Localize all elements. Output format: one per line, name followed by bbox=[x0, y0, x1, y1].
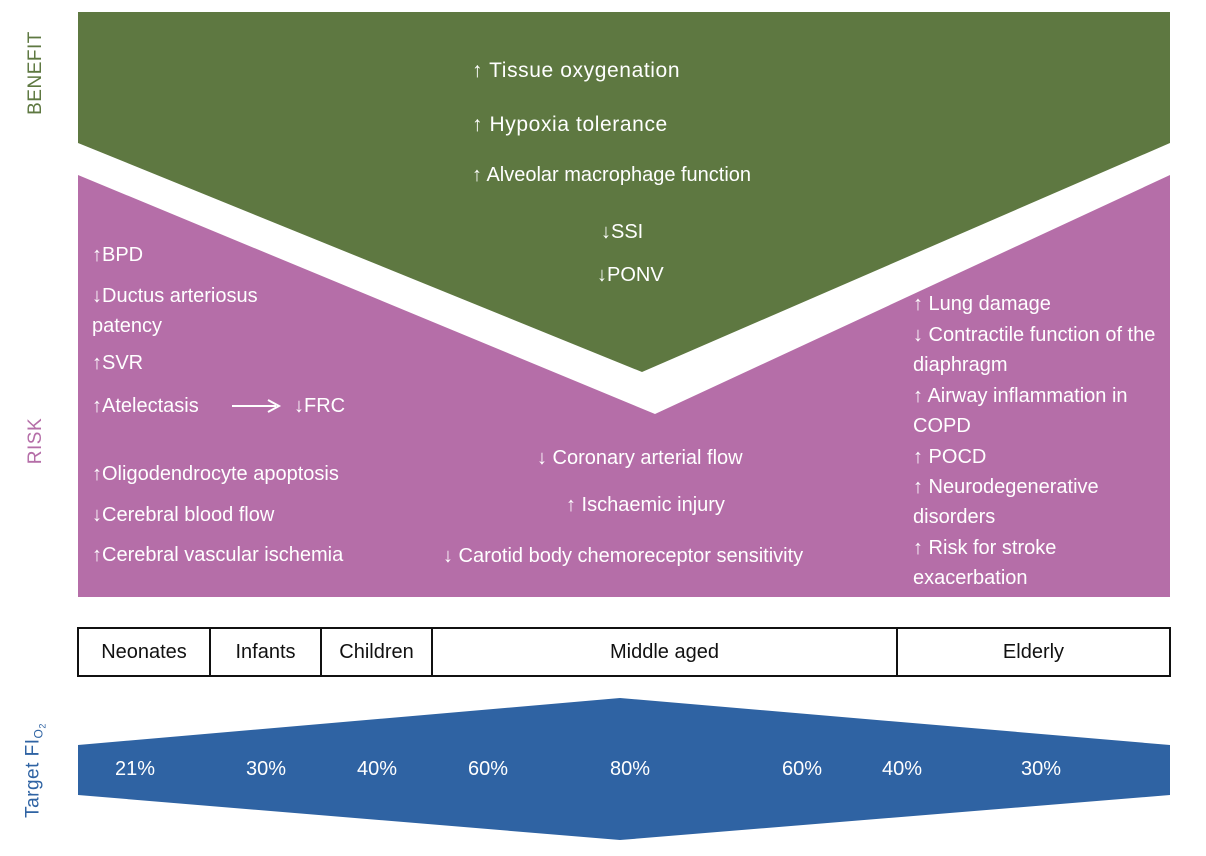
benefit-item-ponv: ↓PONV bbox=[597, 264, 664, 286]
risk-right-lung-damage: ↑ Lung damage bbox=[913, 293, 1051, 315]
risk-left-svr: ↑SVR bbox=[92, 352, 144, 374]
fio2-middle-aged-peak: 80% bbox=[610, 758, 651, 780]
benefit-item-hypoxia-tolerance: ↑ Hypoxia tolerance bbox=[472, 113, 668, 136]
age-group-neonates: Neonates bbox=[101, 640, 187, 663]
atelectasis-arrow-head bbox=[267, 399, 282, 413]
risk-left-cerebral-ischemia: ↑Cerebral vascular ischemia bbox=[92, 544, 344, 566]
risk-left-frc: ↓FRC bbox=[294, 395, 346, 417]
target-fio2-axis-label: Target FIO2 bbox=[23, 696, 48, 846]
risk-center-coronary-flow: ↓ Coronary arterial flow bbox=[537, 447, 743, 469]
risk-right-diaphragm: ↓ Contractile function of the diaphragm bbox=[913, 324, 1156, 376]
benefit-region bbox=[78, 12, 1170, 372]
fio2-infants: 30% bbox=[246, 758, 287, 780]
fio2-elderly-late: 30% bbox=[1021, 758, 1062, 780]
age-group-middle-aged: Middle aged bbox=[610, 640, 719, 663]
target-fio2-label-subscript: O2 bbox=[31, 723, 48, 739]
risk-right-airway: ↑ Airway inflammation in COPD bbox=[913, 385, 1128, 437]
fio2-children: 40% bbox=[357, 758, 398, 780]
risk-left-cerebral-blood-flow: ↓Cerebral blood flow bbox=[92, 504, 275, 526]
risk-left-oligodendrocyte: ↑Oligodendrocyte apoptosis bbox=[92, 463, 339, 485]
risk-left-bpd: ↑BPD bbox=[92, 244, 144, 266]
risk-right-stroke: ↑ Risk for stroke exacerbation bbox=[913, 537, 1057, 589]
fio2-neonates: 21% bbox=[115, 758, 156, 780]
risk-region bbox=[78, 175, 1170, 597]
age-group-children: Children bbox=[339, 640, 414, 663]
age-group-infants: Infants bbox=[235, 640, 296, 663]
age-group-elderly: Elderly bbox=[1002, 640, 1065, 663]
age-table-border bbox=[77, 627, 1171, 677]
target-fio2-region bbox=[78, 698, 1170, 840]
benefit-item-alveolar-macrophage: ↑ Alveolar macrophage function bbox=[472, 164, 752, 186]
risk-right-pocd: ↑ POCD bbox=[913, 446, 987, 468]
risk-left-ductus: ↓Ductus arteriosus patency bbox=[92, 285, 258, 337]
benefit-item-tissue-oxygenation: ↑ Tissue oxygenation bbox=[472, 59, 681, 82]
risk-center-carotid-body: ↓ Carotid body chemoreceptor sensitivity bbox=[443, 545, 804, 567]
risk-center-ischaemic-injury: ↑ Ischaemic injury bbox=[566, 494, 725, 516]
risk-right-neurodegenerative: ↑ Neurodegenerative disorders bbox=[913, 476, 1099, 528]
benefit-item-ssi: ↓SSI bbox=[601, 221, 644, 243]
benefit-axis-label: BENEFIT bbox=[25, 31, 46, 115]
fio2-middle-aged-early: 60% bbox=[468, 758, 509, 780]
risk-axis-label: RISK bbox=[25, 417, 46, 465]
fio2-middle-aged-late: 60% bbox=[782, 758, 823, 780]
risk-left-atelectasis: ↑Atelectasis bbox=[92, 395, 199, 417]
fio2-elderly-early: 40% bbox=[882, 758, 923, 780]
target-fio2-label-text: Target FI bbox=[22, 738, 44, 818]
